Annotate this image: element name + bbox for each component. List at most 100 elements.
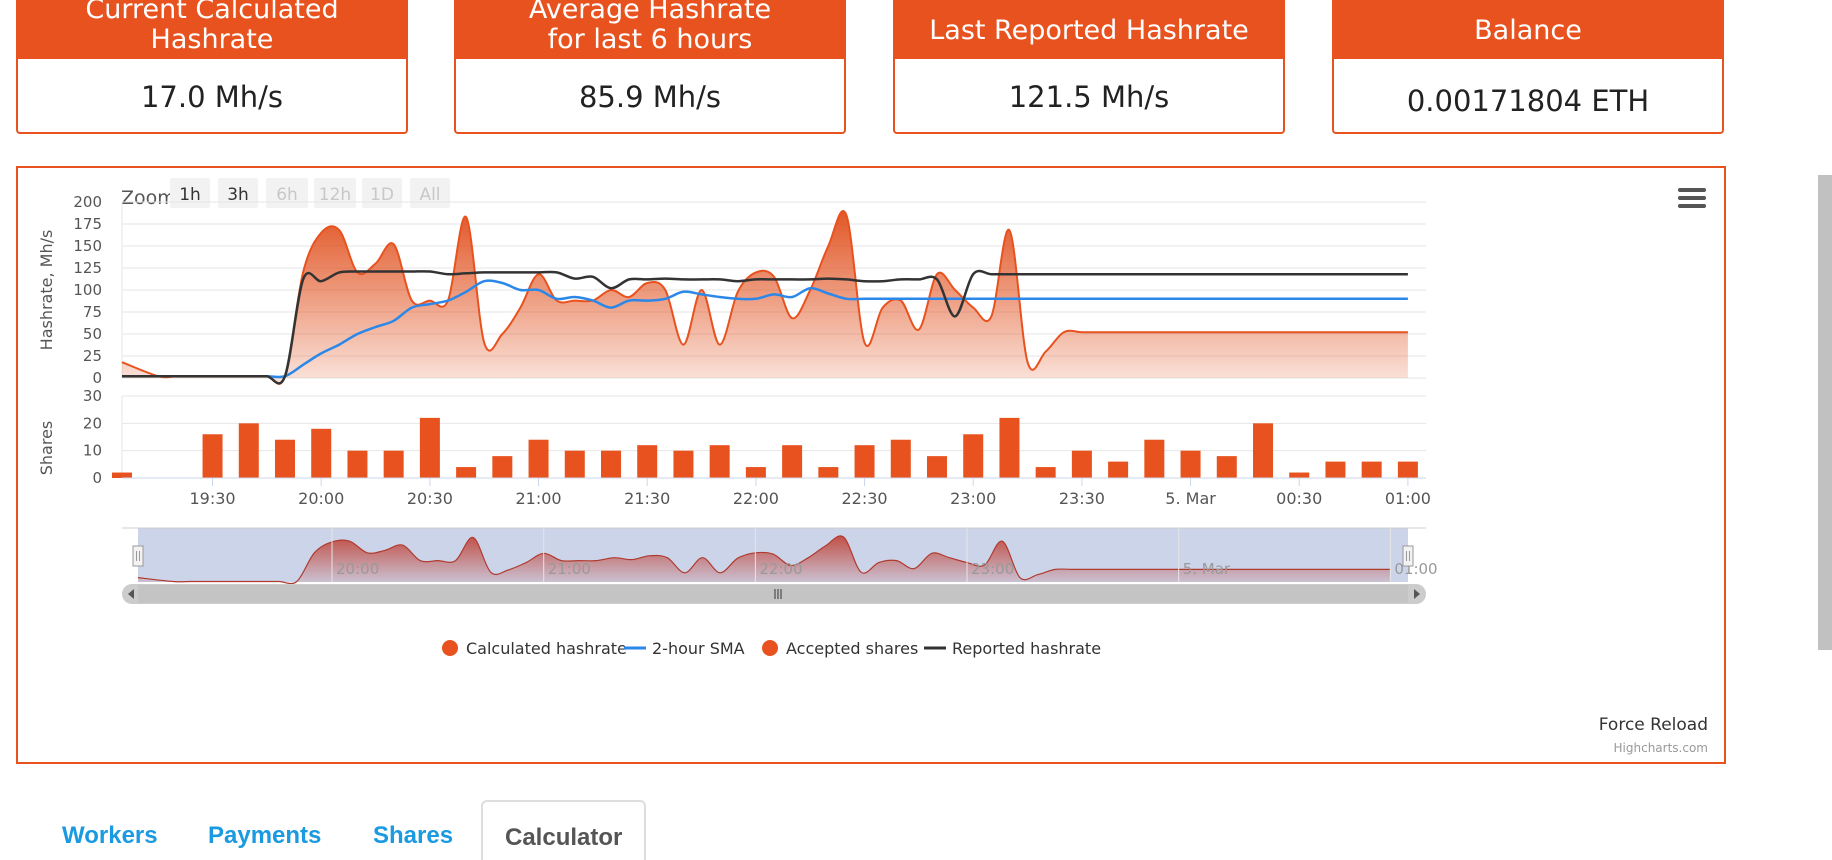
x-tick-label: 20:00: [298, 489, 344, 508]
y-tick-label: 150: [73, 237, 102, 255]
navigator-label: 21:00: [548, 560, 591, 578]
legend-item-reported-hashrate[interactable]: Reported hashrate: [924, 639, 1101, 658]
shares-bar: [927, 456, 947, 478]
navigator-label: 20:00: [336, 560, 379, 578]
menu-icon[interactable]: [1678, 188, 1706, 208]
x-tick-label: 23:00: [950, 489, 996, 508]
tab-payments[interactable]: Payments: [208, 822, 322, 849]
shares-bar: [745, 467, 766, 478]
legend-item-2-hour-sma[interactable]: 2-hour SMA: [624, 639, 745, 658]
tab-shares[interactable]: Shares: [373, 822, 454, 849]
navigator-label: 23:00: [971, 560, 1014, 578]
x-tick-label: 22:00: [733, 489, 779, 508]
series-reported-hashrate: [121, 269, 1408, 385]
shares-bar: [818, 467, 839, 478]
x-tick-label: 00:30: [1276, 489, 1322, 508]
x-tick-label: 20:30: [407, 489, 453, 508]
y-axis-title-bottom: Shares: [37, 421, 56, 476]
y-tick-label: 75: [83, 303, 102, 321]
series-calculated-hashrate-line: [121, 210, 1408, 385]
zoom-label: Zoom: [121, 187, 176, 209]
y-axis-title-top: Hashrate, Mh/s: [37, 230, 56, 351]
shares-bar: [709, 445, 730, 478]
shares-bar: [1035, 467, 1056, 478]
navigator-series-line: [137, 535, 1391, 585]
shares-bar: [890, 439, 911, 478]
card-value: 17.0 Mh/s: [140, 80, 284, 114]
shares-bar: [1144, 439, 1165, 478]
zoom-button-label: All: [419, 185, 440, 205]
zoom-button-bg: [314, 178, 356, 208]
zoom-button-all[interactable]: All: [410, 178, 450, 208]
legend: Calculated hashrate 2-hour SMA Accepted sh…: [442, 639, 1101, 658]
x-tick-label: 22:30: [842, 489, 888, 508]
stat-card-average-hashrate: Average Hashrate for last 6 hours 85.9 Mh…: [454, 0, 846, 134]
shares-bar: [1180, 450, 1201, 478]
card-title: Average Hashrate for last 6 hours: [456, 0, 844, 59]
y-tick-label: 20: [83, 414, 102, 432]
y-axis: 0 25 50 75 100 125 150 175 200 0 10 20 30: [73, 193, 102, 487]
legend-item-calculated-hashrate[interactable]: Calculated hashrate: [442, 639, 627, 658]
card-title-line: Last Reported Hashrate: [929, 14, 1249, 46]
shares-bar: [637, 445, 658, 478]
navigator-right-handle[interactable]: [1402, 545, 1414, 567]
legend-symbol: [762, 640, 778, 656]
y-tick-label: 25: [83, 347, 102, 365]
zoom-button-1d[interactable]: 1D: [362, 178, 402, 208]
zoom-button-label: 1h: [179, 185, 201, 205]
legend-item-accepted-shares[interactable]: Accepted shares: [762, 639, 918, 658]
handle-body: [1402, 545, 1414, 567]
navigator-scrollbar[interactable]: [122, 584, 1426, 604]
shares-bar: [202, 434, 223, 478]
page-scrollbar-thumb[interactable]: [1818, 175, 1832, 650]
shares-bar: [347, 450, 368, 478]
zoom-button-3h[interactable]: 3h: [218, 178, 258, 208]
zoom-button-bg: [362, 178, 402, 208]
zoom-button-6h[interactable]: 6h: [266, 178, 308, 208]
series-2-hour-sma: [121, 279, 1408, 379]
shares-bar: [564, 450, 585, 478]
stat-card-reported-hashrate: Last Reported Hashrate 121.5 Mh/s: [893, 0, 1285, 134]
card-title: Last Reported Hashrate: [895, 0, 1283, 59]
card-title: Balance: [1334, 0, 1722, 59]
y-tick-label: 30: [83, 387, 102, 405]
card-title-line: Hashrate: [150, 24, 274, 55]
shares-bar: [1325, 461, 1346, 478]
navigator-label: 22:00: [759, 560, 802, 578]
zoom-button-bg: [170, 178, 210, 208]
shares-bar: [1253, 423, 1273, 478]
card-title-line: for last 6 hours: [547, 24, 753, 55]
x-tick-label: 23:30: [1059, 489, 1105, 508]
navigator-left-handle[interactable]: [132, 545, 144, 567]
legend-symbol: [442, 640, 458, 656]
y-tick-label: 0: [92, 469, 102, 487]
tab-calculator[interactable]: Calculator: [481, 800, 647, 860]
hashrate-chart: Zoom 1h 3h 6h 12h 1D All 02550751001251501752…: [37, 178, 1708, 755]
legend-label: Calculated hashrate: [466, 639, 627, 658]
navigator-label: 5. Mar: [1183, 560, 1231, 578]
y-tick-label: 175: [73, 215, 102, 233]
x-axis: 19:30 20:00 20:30 21:00 21:30 22:00 22:30 23:00…: [122, 477, 1431, 508]
zoom-button-12h[interactable]: 12h: [314, 178, 356, 208]
tab-workers[interactable]: Workers: [62, 822, 158, 849]
y-tick-label: 10: [83, 442, 102, 460]
shares-bar: [456, 467, 477, 478]
card-title-line: Current Calculated: [85, 0, 339, 25]
x-tick-label: 19:30: [190, 489, 236, 508]
shares-bar: [999, 417, 1020, 478]
stat-card-current-hashrate: Current Calculated Hashrate 17.0 Mh/s: [16, 0, 408, 134]
shares-bar: [1397, 461, 1418, 478]
x-tick-label: 5. Mar: [1165, 489, 1216, 508]
legend-label: Reported hashrate: [952, 639, 1101, 658]
y-tick-label: 0: [92, 369, 102, 387]
shares-bars: [112, 417, 1418, 478]
shares-bar: [528, 439, 549, 478]
zoom-button-bg: [410, 178, 450, 208]
credits-link[interactable]: Highcharts.com: [1614, 741, 1708, 755]
card-title-line: Balance: [1474, 14, 1582, 46]
zoom-button-label: 6h: [276, 185, 298, 205]
force-reload-link[interactable]: Force Reload: [1599, 715, 1708, 735]
navigator[interactable]: 20:00 21:00 22:00 23:00 5. Mar 01:00: [122, 527, 1438, 604]
shares-bar: [1071, 450, 1092, 478]
zoom-button-1h[interactable]: 1h: [170, 178, 210, 208]
